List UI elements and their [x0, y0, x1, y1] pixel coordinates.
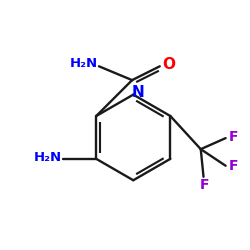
- Text: N: N: [132, 85, 145, 100]
- Text: F: F: [228, 130, 238, 144]
- Text: F: F: [228, 159, 238, 173]
- Text: F: F: [200, 178, 210, 192]
- Text: H₂N: H₂N: [34, 151, 62, 164]
- Text: O: O: [162, 58, 175, 72]
- Text: H₂N: H₂N: [70, 57, 98, 70]
